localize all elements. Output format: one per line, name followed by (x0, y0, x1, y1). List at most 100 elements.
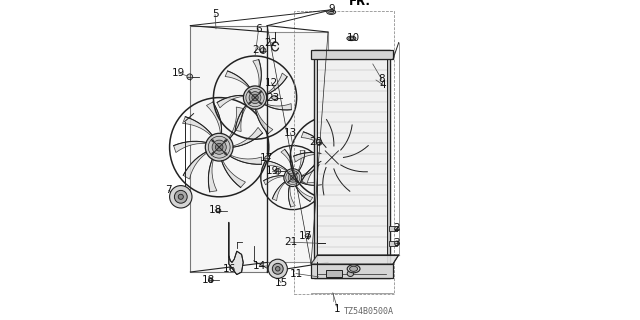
Circle shape (305, 234, 310, 239)
Ellipse shape (272, 96, 278, 100)
Polygon shape (207, 102, 221, 133)
Polygon shape (268, 161, 287, 171)
Ellipse shape (347, 271, 353, 276)
Circle shape (290, 174, 296, 181)
Bar (294, 11, 394, 294)
Polygon shape (289, 186, 295, 207)
Polygon shape (300, 180, 321, 185)
Text: FR.: FR. (349, 0, 371, 8)
Circle shape (394, 241, 399, 245)
Polygon shape (301, 162, 319, 176)
Text: 10: 10 (346, 33, 360, 43)
Text: 1: 1 (334, 304, 341, 314)
Ellipse shape (329, 11, 334, 13)
Circle shape (259, 92, 261, 93)
Polygon shape (225, 71, 250, 88)
Polygon shape (326, 270, 342, 277)
Text: 19: 19 (266, 166, 278, 176)
Polygon shape (311, 50, 393, 59)
Polygon shape (321, 120, 334, 146)
Text: 17: 17 (298, 230, 312, 241)
Circle shape (225, 152, 227, 155)
Circle shape (249, 92, 261, 104)
Text: TZ54B0500A: TZ54B0500A (344, 308, 394, 316)
Text: 14: 14 (253, 261, 266, 271)
Polygon shape (281, 149, 293, 169)
Ellipse shape (349, 266, 358, 271)
Text: 4: 4 (380, 80, 387, 90)
Circle shape (288, 173, 298, 182)
Circle shape (328, 153, 336, 162)
Circle shape (251, 93, 259, 102)
Circle shape (249, 92, 251, 93)
Circle shape (216, 143, 223, 151)
Polygon shape (301, 161, 321, 184)
Text: 22: 22 (265, 37, 278, 48)
Circle shape (288, 181, 289, 182)
Polygon shape (314, 50, 390, 278)
Text: 2: 2 (393, 223, 399, 233)
Polygon shape (268, 32, 328, 262)
Text: 21: 21 (284, 237, 297, 247)
Polygon shape (311, 264, 393, 278)
Text: 20: 20 (310, 137, 323, 147)
Polygon shape (217, 95, 244, 108)
Ellipse shape (327, 10, 336, 14)
Circle shape (259, 102, 261, 104)
Polygon shape (311, 255, 399, 264)
Circle shape (326, 151, 338, 164)
Polygon shape (273, 182, 285, 201)
Circle shape (205, 133, 233, 161)
Circle shape (212, 140, 227, 154)
Polygon shape (264, 176, 284, 185)
Polygon shape (301, 132, 326, 148)
Polygon shape (191, 26, 268, 272)
Circle shape (268, 259, 287, 278)
Text: 13: 13 (284, 128, 297, 138)
Text: 5: 5 (212, 9, 218, 20)
Circle shape (246, 88, 264, 107)
Polygon shape (233, 127, 262, 147)
Circle shape (170, 186, 192, 208)
Circle shape (252, 94, 259, 101)
Circle shape (291, 175, 295, 180)
Polygon shape (253, 60, 261, 87)
Polygon shape (388, 241, 397, 246)
Text: 7: 7 (165, 185, 172, 196)
Polygon shape (221, 161, 246, 188)
Ellipse shape (349, 37, 354, 40)
Text: 20: 20 (252, 44, 265, 55)
Polygon shape (340, 164, 367, 172)
Text: 15: 15 (275, 277, 287, 288)
Circle shape (328, 154, 335, 161)
Circle shape (336, 162, 338, 164)
Polygon shape (296, 186, 313, 201)
Circle shape (225, 140, 227, 142)
Circle shape (260, 48, 266, 53)
Polygon shape (387, 50, 390, 278)
Polygon shape (340, 124, 352, 150)
Circle shape (288, 173, 289, 174)
Ellipse shape (348, 265, 360, 273)
Polygon shape (266, 73, 287, 95)
Text: 3: 3 (393, 238, 399, 248)
Text: 11: 11 (289, 268, 303, 279)
Circle shape (284, 169, 302, 187)
Polygon shape (255, 109, 273, 133)
Polygon shape (344, 141, 368, 157)
Polygon shape (229, 107, 243, 138)
Ellipse shape (347, 36, 356, 41)
Text: 6: 6 (255, 24, 262, 35)
Text: 18: 18 (202, 275, 214, 285)
Circle shape (275, 168, 280, 174)
Text: 23: 23 (266, 92, 279, 103)
Circle shape (320, 146, 344, 169)
Polygon shape (183, 152, 207, 179)
Text: 9: 9 (329, 4, 335, 14)
Polygon shape (294, 153, 321, 162)
Circle shape (216, 208, 221, 213)
Text: 12: 12 (265, 77, 278, 88)
Polygon shape (229, 222, 243, 275)
Circle shape (212, 152, 214, 155)
Circle shape (265, 156, 270, 161)
